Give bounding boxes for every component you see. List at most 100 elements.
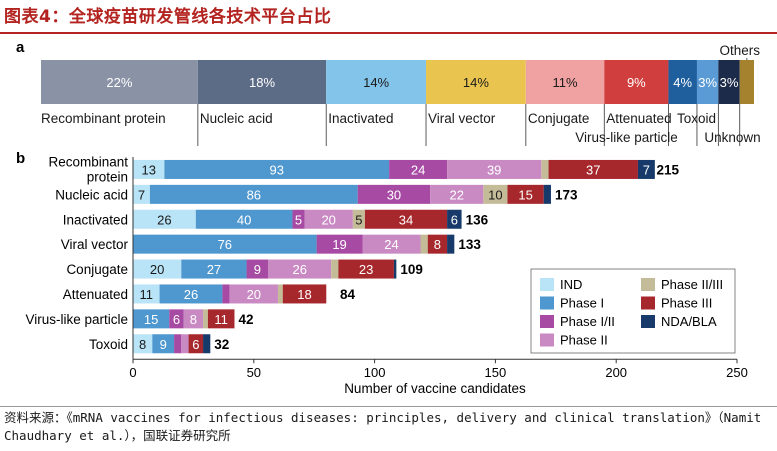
panel-a-letter: a bbox=[16, 39, 25, 56]
panel-b-bar-segment bbox=[447, 159, 542, 179]
panel-b-bar-segment bbox=[133, 209, 196, 229]
panel-b-segment-label: 5 bbox=[355, 212, 362, 227]
title-divider bbox=[0, 32, 777, 34]
panel-b-segment-label: 20 bbox=[150, 262, 164, 277]
panel-a-segment-label: 11% bbox=[553, 75, 578, 90]
panel-b-segment-label: 30 bbox=[387, 187, 401, 202]
panel-b-bar-segment bbox=[364, 209, 448, 229]
panel-b-legend-label: Phase II bbox=[560, 333, 608, 348]
panel-a-category-label: Others bbox=[719, 43, 760, 58]
panel-b-segment-label: 6 bbox=[451, 212, 458, 227]
panel-b-segment-label: 6 bbox=[192, 337, 199, 352]
panel-a-category-label: Virus-like particle bbox=[575, 130, 678, 145]
source-divider bbox=[0, 406, 777, 407]
panel-b-legend-swatch bbox=[540, 296, 554, 310]
panel-a-segment bbox=[41, 60, 198, 104]
panel-b-bar-segment bbox=[637, 159, 655, 179]
source-note: 资料来源：《mRNA vaccines for infectious disea… bbox=[4, 410, 762, 443]
panel-b-x-tick-label: 200 bbox=[605, 365, 627, 380]
panel-b-segment-label: 34 bbox=[399, 212, 413, 227]
panel-a-category-label: Conjugate bbox=[528, 111, 590, 126]
panel-b-segment-label: 86 bbox=[247, 187, 261, 202]
panel-b-legend-label: Phase I/II bbox=[560, 314, 615, 329]
panel-b-segment-label: 20 bbox=[321, 212, 335, 227]
panel-b-segment-label: 93 bbox=[270, 162, 284, 177]
panel-b-bar-segment bbox=[195, 209, 293, 229]
panel-b-bar-segment bbox=[316, 234, 363, 254]
panel-b-bar-segment bbox=[188, 334, 204, 354]
panel-b-segment-label: 19 bbox=[332, 237, 346, 252]
panel-b-category-label: Viral vector bbox=[61, 237, 129, 252]
panel-b-bar-segment bbox=[183, 309, 204, 329]
panel-b-bar-segment bbox=[169, 309, 184, 329]
panel-b-bar-segment bbox=[133, 159, 165, 179]
panel-b-segment-label: 18 bbox=[297, 287, 311, 302]
panel-a-segment bbox=[739, 60, 754, 104]
panel-b-legend-swatch bbox=[641, 278, 655, 291]
panel-b-bar-segment bbox=[164, 159, 390, 179]
panel-a-category-label: Inactivated bbox=[328, 111, 393, 126]
panel-b-legend-label: Phase I bbox=[560, 296, 604, 311]
panel-a-segment bbox=[426, 60, 526, 104]
panel-a-segment bbox=[326, 60, 427, 104]
panel-b-legend-swatch bbox=[540, 333, 554, 347]
panel-a-segment-label: 4% bbox=[673, 75, 692, 90]
panel-b-legend-label: IND bbox=[560, 277, 582, 292]
panel-b-x-tick-label: 0 bbox=[129, 365, 136, 380]
panel-b-bar-segment bbox=[277, 284, 283, 304]
panel-b-legend-label: NDA/BLA bbox=[661, 314, 717, 329]
panel-b-category-label: Nucleic acid bbox=[55, 187, 128, 202]
panel-b-bar-segment bbox=[133, 284, 160, 304]
panel-b-bar-segment bbox=[246, 259, 269, 279]
panel-b-bar-segment bbox=[152, 334, 175, 354]
panel-b-segment-label: 26 bbox=[184, 287, 198, 302]
panel-b-total-label: 133 bbox=[458, 237, 481, 252]
panel-b-x-tick-label: 250 bbox=[726, 365, 748, 380]
panel-b-segment-label: 20 bbox=[247, 287, 261, 302]
panel-a-segment bbox=[604, 60, 669, 104]
panel-b-segment-label: 27 bbox=[207, 262, 221, 277]
panel-b-bar-segment bbox=[268, 259, 332, 279]
panel-b-total-label: 84 bbox=[340, 287, 356, 302]
panel-b-legend-swatch bbox=[641, 315, 655, 328]
panel-b-bar-segment bbox=[181, 259, 247, 279]
panel-b-segment-label: 39 bbox=[487, 162, 501, 177]
panel-b-segment-label: 13 bbox=[141, 162, 155, 177]
panel-a-segment bbox=[718, 60, 740, 104]
panel-b-segment-label: 8 bbox=[434, 237, 441, 252]
panel-b-bar-segment bbox=[229, 284, 278, 304]
vaccine-pipeline-chart: a 22% 18% 14% 14% 11% 9% 4% 3% 3% Recombinant prot… bbox=[16, 39, 761, 396]
panel-b-bar-segment bbox=[427, 234, 448, 254]
panel-b-bar-segment bbox=[447, 209, 462, 229]
panel-b-segment-label: 23 bbox=[359, 262, 373, 277]
panel-b-segment-label: 8 bbox=[190, 312, 197, 327]
panel-b-bar-segment bbox=[203, 334, 211, 354]
panel-b-bar-segment bbox=[159, 284, 223, 304]
panel-b-total-label: 32 bbox=[214, 337, 229, 352]
panel-b-bar-segment bbox=[174, 334, 182, 354]
panel-b-segment-label: 7 bbox=[138, 187, 145, 202]
panel-b-bar-segment bbox=[543, 184, 551, 204]
panel-b-bar-segment bbox=[133, 234, 317, 254]
panel-a-category-label: Unknown bbox=[704, 130, 760, 145]
panel-b-bar-segment bbox=[203, 309, 208, 329]
panel-b-bar-segment bbox=[331, 259, 339, 279]
panel-a-segment bbox=[525, 60, 605, 104]
panel-b-segment-label: 8 bbox=[139, 337, 146, 352]
panel-b-segment-label: 9 bbox=[160, 337, 167, 352]
panel-a-segment-label: 3% bbox=[720, 75, 739, 90]
panel-a-segment bbox=[696, 60, 719, 104]
panel-b-bar-segment bbox=[133, 259, 182, 279]
panel-b-segment-label: 24 bbox=[384, 237, 398, 252]
panel-b-total-label: 42 bbox=[238, 312, 253, 327]
panel-b-bar-segment bbox=[338, 259, 394, 279]
panel-b-bar-segment bbox=[282, 284, 327, 304]
panel-b-legend-swatch bbox=[540, 278, 554, 291]
panel-b-x-tick-label: 150 bbox=[485, 365, 507, 380]
panel-a-segment bbox=[668, 60, 697, 104]
panel-b-letter: b bbox=[16, 150, 25, 167]
panel-b-segment-label: 76 bbox=[218, 237, 232, 252]
panel-b-category-label: Virus-like particle bbox=[25, 312, 128, 327]
panel-b-bar-segment bbox=[292, 209, 305, 229]
panel-b-legend-box bbox=[530, 268, 736, 354]
